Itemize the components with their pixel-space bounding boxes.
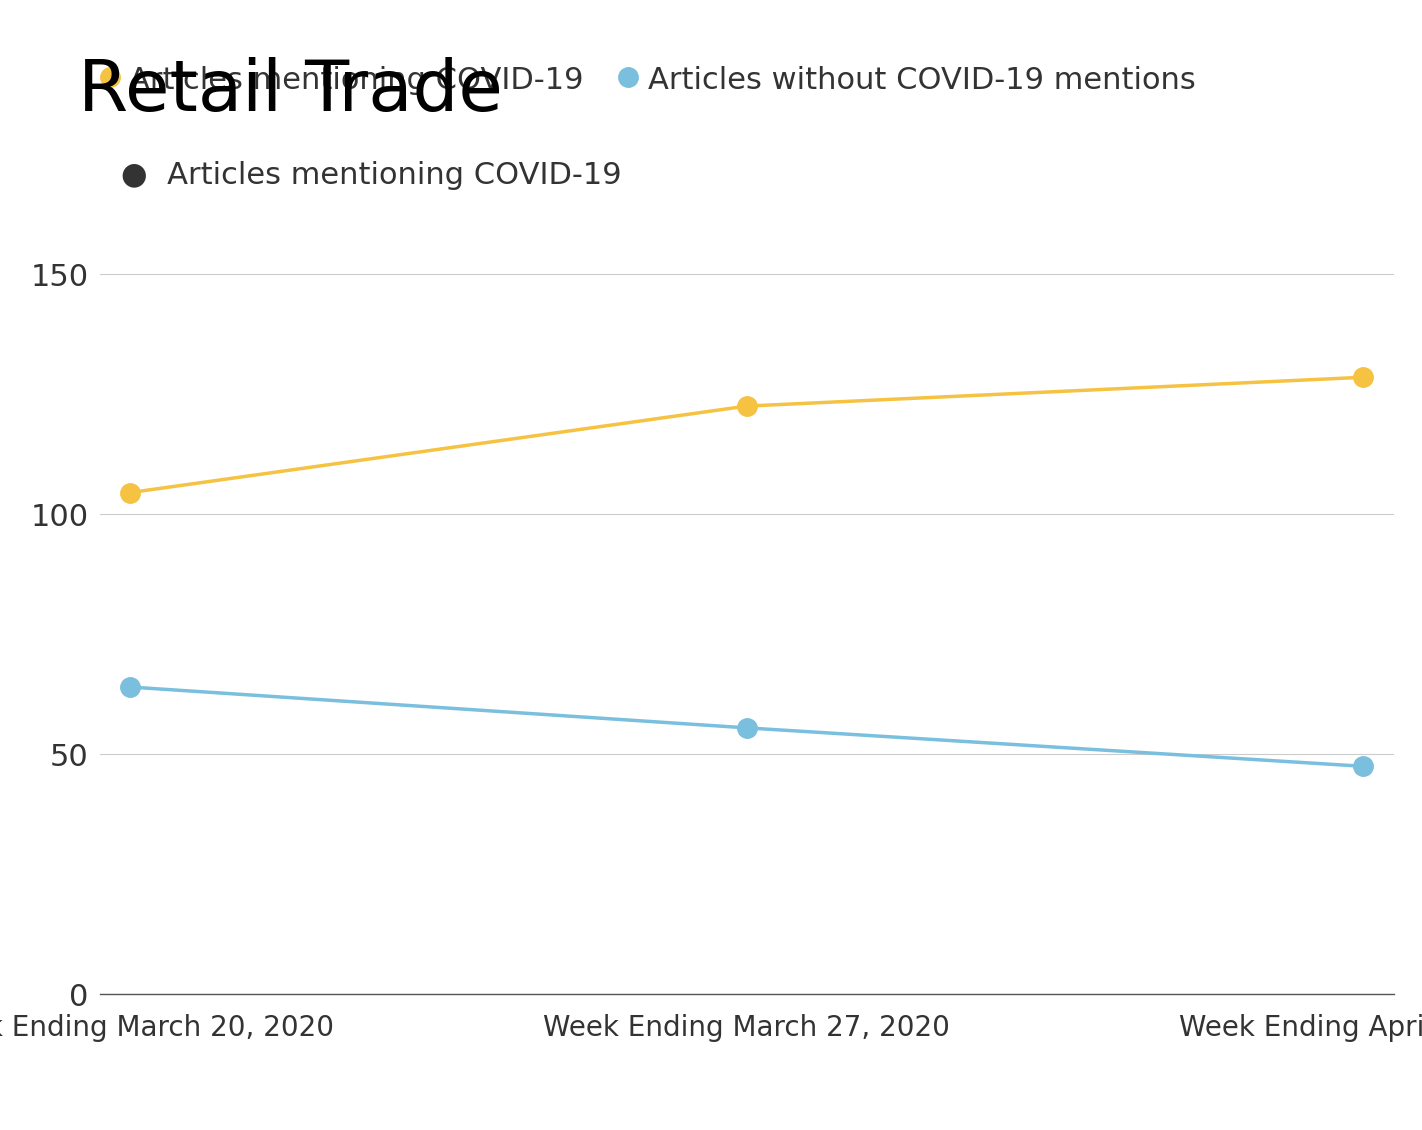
Legend: Articles mentioning COVID-19, Articles without COVID-19 mentions: Articles mentioning COVID-19, Articles w… (102, 64, 1196, 95)
Text: ●  Articles mentioning COVID-19: ● Articles mentioning COVID-19 (121, 160, 621, 190)
Text: Retail Trade: Retail Trade (78, 56, 503, 125)
